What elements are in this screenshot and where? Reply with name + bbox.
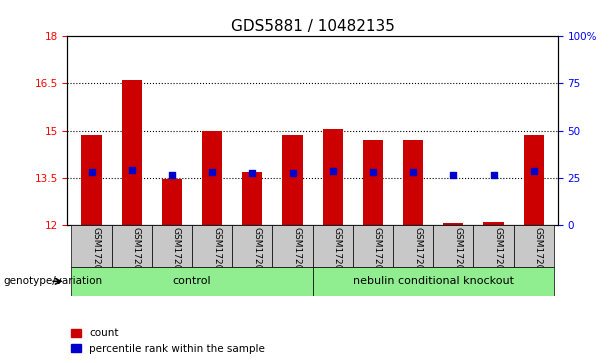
Text: GSM1720846: GSM1720846 <box>132 227 141 287</box>
Bar <box>443 224 463 225</box>
Text: control: control <box>173 276 211 286</box>
Text: GSM1720852: GSM1720852 <box>373 227 382 287</box>
Bar <box>152 225 192 267</box>
Point <box>248 170 257 176</box>
Bar <box>514 225 554 267</box>
Bar <box>202 131 222 225</box>
Bar <box>232 225 272 267</box>
Text: GSM1720848: GSM1720848 <box>212 227 221 287</box>
Bar <box>363 140 383 225</box>
Bar <box>433 225 473 267</box>
Bar <box>72 267 313 296</box>
Text: GSM1720855: GSM1720855 <box>493 227 503 288</box>
Text: GSM1720856: GSM1720856 <box>534 227 543 288</box>
Bar <box>313 225 353 267</box>
Text: nebulin conditional knockout: nebulin conditional knockout <box>352 276 514 286</box>
Text: GSM1720849: GSM1720849 <box>253 227 261 287</box>
Point <box>408 169 418 175</box>
Bar <box>82 135 102 225</box>
Point <box>489 172 498 178</box>
Point <box>167 172 177 178</box>
Bar <box>112 225 152 267</box>
Bar <box>524 135 544 225</box>
Text: GSM1720845: GSM1720845 <box>91 227 101 287</box>
Bar <box>322 129 343 225</box>
Text: GSM1720851: GSM1720851 <box>333 227 341 288</box>
Bar <box>242 172 262 225</box>
Point <box>449 172 459 178</box>
Point <box>86 169 96 175</box>
Point <box>127 167 137 173</box>
Point <box>368 169 378 175</box>
Text: GSM1720847: GSM1720847 <box>172 227 181 287</box>
Bar <box>313 267 554 296</box>
Title: GDS5881 / 10482135: GDS5881 / 10482135 <box>230 19 395 34</box>
Bar <box>283 135 303 225</box>
Text: GSM1720850: GSM1720850 <box>292 227 302 288</box>
Text: genotype/variation: genotype/variation <box>3 276 102 286</box>
Bar <box>393 225 433 267</box>
Bar <box>272 225 313 267</box>
Point <box>207 169 217 175</box>
Point <box>287 170 297 176</box>
Point <box>529 168 539 174</box>
Legend: count, percentile rank within the sample: count, percentile rank within the sample <box>66 324 270 358</box>
Text: GSM1720854: GSM1720854 <box>454 227 462 287</box>
Bar <box>72 225 112 267</box>
Bar <box>122 80 142 225</box>
Bar <box>192 225 232 267</box>
Bar <box>484 222 503 225</box>
Point <box>328 168 338 174</box>
Text: GSM1720853: GSM1720853 <box>413 227 422 288</box>
Bar <box>162 179 182 225</box>
Bar <box>403 140 423 225</box>
Bar <box>353 225 393 267</box>
Bar <box>473 225 514 267</box>
